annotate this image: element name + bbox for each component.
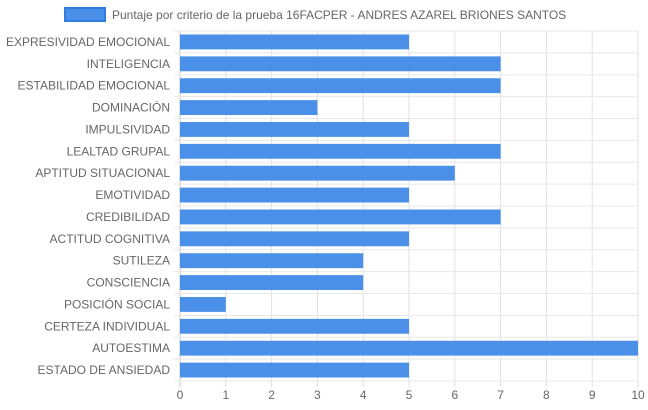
bar[interactable] [180,34,409,50]
x-tick-label: 2 [268,388,275,402]
y-category-label: CREDIBILIDAD [86,210,170,224]
bar[interactable] [180,143,501,159]
y-category-label: AUTOESTIMA [92,341,170,355]
bar[interactable] [180,209,501,225]
y-category-label: IMPULSIVIDAD [85,122,170,136]
y-category-label: APTITUD SITUACIONAL [35,166,170,180]
bars [180,34,638,378]
x-tick-label: 1 [222,388,229,402]
y-category-label: POSICIÓN SOCIAL [64,296,170,311]
bar[interactable] [180,275,364,290]
bar[interactable] [180,187,409,203]
x-tick-label: 7 [497,388,504,402]
y-category-label: INTELIGENCIA [87,57,170,71]
x-tick-label: 10 [631,388,645,402]
legend[interactable]: Puntaje por criterio de la prueba 16FACP… [64,7,566,22]
x-tick-label: 6 [451,388,458,402]
bar[interactable] [180,56,501,72]
y-category-label: ESTADO DE ANSIEDAD [38,363,171,377]
y-category-label: DOMINACIÓN [92,100,170,115]
bar[interactable] [180,122,409,137]
bar[interactable] [180,297,226,312]
y-category-label: ACTITUD COGNITIVA [50,232,170,246]
y-category-label: SUTILEZA [113,254,170,268]
x-tick-label: 9 [589,388,596,402]
x-tick-label: 4 [360,388,367,402]
x-tick-label: 0 [177,388,184,402]
bar[interactable] [180,318,409,334]
y-category-label: EMOTIVIDAD [95,188,170,202]
x-tick-label: 5 [406,388,413,402]
y-category-label: CONSCIENCIA [87,276,170,290]
bar[interactable] [180,253,364,269]
bar[interactable] [180,78,501,94]
bar[interactable] [180,340,638,356]
bar[interactable] [180,231,409,247]
bar[interactable] [180,100,318,115]
y-category-label: ESTABILIDAD EMOCIONAL [18,79,171,93]
legend-label: Puntaje por criterio de la prueba 16FACP… [112,8,566,22]
x-axis-labels: 0 1 2 3 4 5 6 7 8 9 10 [177,388,645,402]
x-tick-label: 3 [314,388,321,402]
bar[interactable] [180,165,455,181]
legend-swatch [64,7,106,22]
y-category-label: CERTEZA INDIVIDUAL [44,319,170,333]
y-category-label: EXPRESIVIDAD EMOCIONAL [6,35,170,49]
y-category-label: LEALTAD GRUPAL [67,144,171,158]
x-tick-label: 8 [543,388,550,402]
y-axis-labels: EXPRESIVIDAD EMOCIONAL INTELIGENCIA ESTABI… [6,35,170,377]
bar[interactable] [180,362,409,378]
